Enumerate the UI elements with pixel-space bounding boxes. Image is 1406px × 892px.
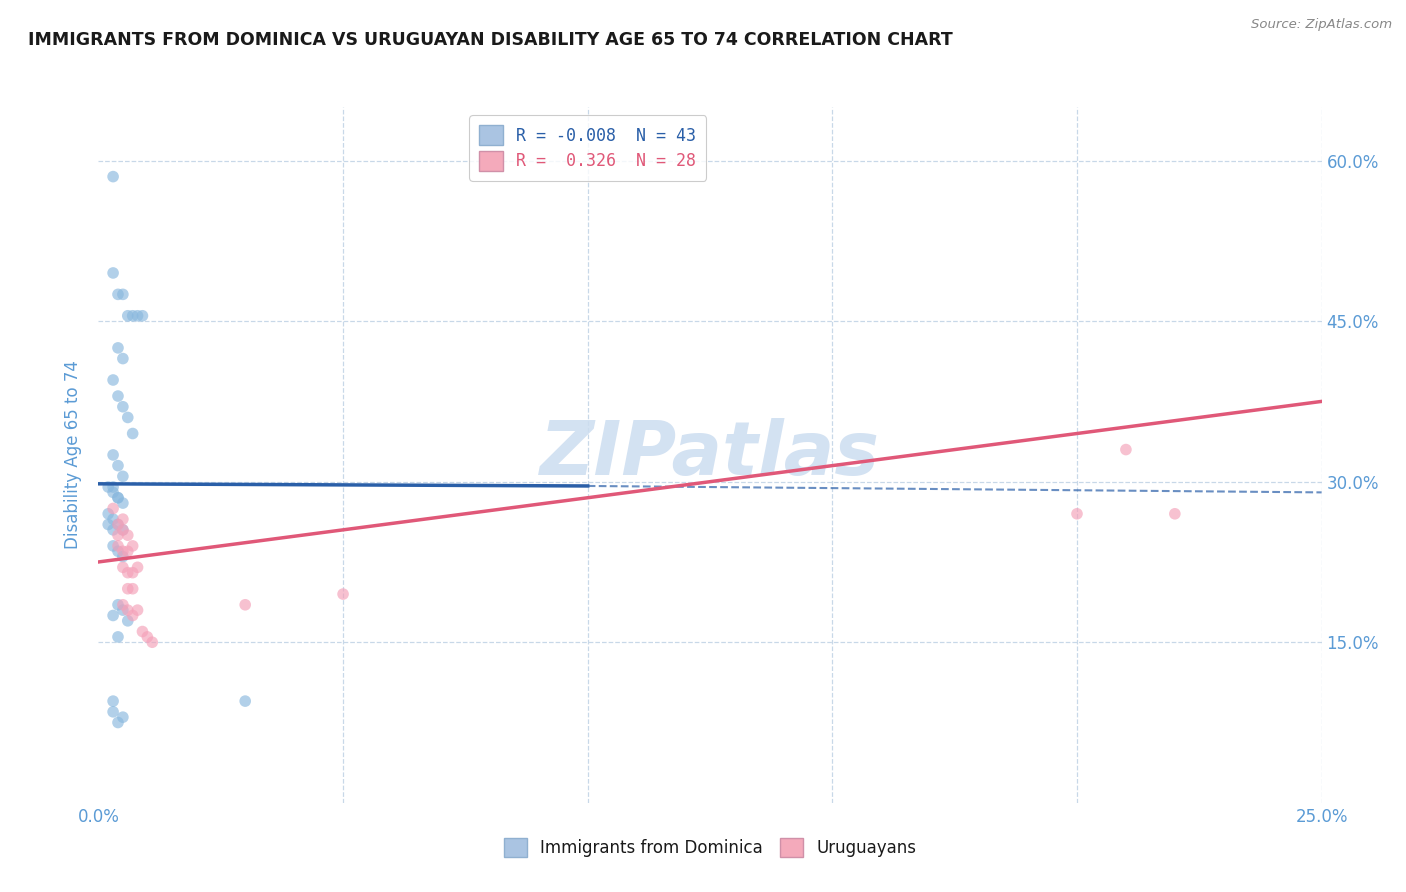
Legend: Immigrants from Dominica, Uruguayans: Immigrants from Dominica, Uruguayans [496, 831, 924, 864]
Text: IMMIGRANTS FROM DOMINICA VS URUGUAYAN DISABILITY AGE 65 TO 74 CORRELATION CHART: IMMIGRANTS FROM DOMINICA VS URUGUAYAN DI… [28, 31, 953, 49]
Point [101, 485, 124, 500]
Point [97, 507, 120, 521]
Point [111, 523, 134, 537]
Point [117, 603, 139, 617]
Point [117, 410, 139, 425]
Point [101, 512, 124, 526]
Point [117, 566, 139, 580]
Point [107, 598, 129, 612]
Point [233, 694, 256, 708]
Point [111, 469, 134, 483]
Point [107, 539, 129, 553]
Point [101, 480, 124, 494]
Point [107, 458, 129, 473]
Point [111, 598, 134, 612]
Point [107, 517, 129, 532]
Point [97, 480, 120, 494]
Point [121, 608, 143, 623]
Y-axis label: Disability Age 65 to 74: Disability Age 65 to 74 [65, 360, 83, 549]
Point [141, 635, 163, 649]
Point [101, 523, 124, 537]
Point [101, 608, 124, 623]
Point [107, 287, 129, 301]
Point [111, 512, 134, 526]
Point [127, 309, 149, 323]
Point [117, 544, 139, 558]
Point [111, 523, 134, 537]
Point [107, 517, 129, 532]
Point [101, 705, 124, 719]
Point [107, 715, 129, 730]
Point [107, 491, 129, 505]
Point [131, 309, 153, 323]
Point [127, 560, 149, 574]
Point [121, 566, 143, 580]
Point [117, 528, 139, 542]
Text: Source: ZipAtlas.com: Source: ZipAtlas.com [1251, 18, 1392, 31]
Point [101, 539, 124, 553]
Text: ZIPatlas: ZIPatlas [540, 418, 880, 491]
Point [136, 630, 159, 644]
Point [127, 603, 149, 617]
Point [111, 710, 134, 724]
Point [111, 496, 134, 510]
Point [107, 389, 129, 403]
Point [111, 549, 134, 564]
Point [121, 582, 143, 596]
Point [121, 309, 143, 323]
Point [107, 341, 129, 355]
Point [107, 544, 129, 558]
Point [111, 603, 134, 617]
Point [101, 169, 124, 184]
Point [107, 630, 129, 644]
Point [111, 400, 134, 414]
Point [111, 544, 134, 558]
Point [101, 266, 124, 280]
Point [101, 694, 124, 708]
Point [121, 539, 143, 553]
Point [1115, 442, 1137, 457]
Point [1164, 507, 1187, 521]
Point [111, 351, 134, 366]
Point [107, 491, 129, 505]
Point [117, 309, 139, 323]
Point [233, 598, 256, 612]
Point [101, 448, 124, 462]
Point [101, 373, 124, 387]
Point [107, 528, 129, 542]
Point [131, 624, 153, 639]
Point [332, 587, 354, 601]
Point [101, 501, 124, 516]
Point [121, 426, 143, 441]
Point [111, 560, 134, 574]
Point [111, 287, 134, 301]
Point [117, 614, 139, 628]
Point [117, 582, 139, 596]
Point [1066, 507, 1088, 521]
Point [97, 517, 120, 532]
